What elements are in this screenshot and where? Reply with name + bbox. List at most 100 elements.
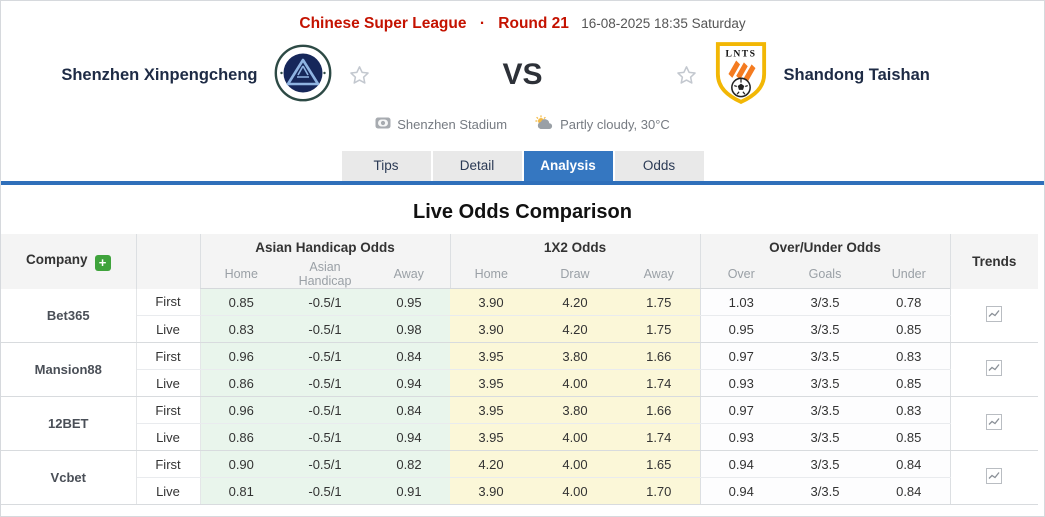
ah-odds-value: 0.81 <box>200 477 282 505</box>
x12-odds-value: 1.66 <box>618 342 700 370</box>
ou-odds-value: 3/3.5 <box>782 315 868 343</box>
trend-chart-button[interactable] <box>949 450 1038 505</box>
ou-odds-value: 0.94 <box>699 450 782 478</box>
ah-odds-value: 0.94 <box>368 423 450 451</box>
ou-over-header: Over <box>699 260 782 289</box>
home-team-name[interactable]: Shenzhen Xinpengcheng <box>61 65 258 84</box>
venue-name: Shenzhen Stadium <box>397 116 508 132</box>
over-under-group-header: Over/Under Odds <box>699 234 950 260</box>
away-favorite-star-icon[interactable] <box>675 64 698 87</box>
table-row: Mansion88 First 0.96 -0.5/1 0.84 3.95 3.80 1.66… <box>1 342 1038 397</box>
company-name: Vcbet <box>1 450 137 505</box>
home-team-block: Shenzhen Xinpengcheng <box>1 44 463 107</box>
line-type-label: First <box>136 342 201 370</box>
tab-odds[interactable]: Odds <box>614 151 704 181</box>
tab-detail[interactable]: Detail <box>432 151 522 181</box>
league-name[interactable]: Chinese Super League <box>299 15 467 32</box>
ou-odds-value: 3/3.5 <box>782 288 868 316</box>
x12-odds-value: 1.75 <box>618 315 700 343</box>
away-team-logo: LNTS <box>714 41 768 109</box>
stadium-icon <box>375 117 391 132</box>
x12-odds-value: 3.95 <box>450 423 532 451</box>
trend-chart-button[interactable] <box>949 342 1038 397</box>
table-row: Live 0.86 -0.5/1 0.94 3.95 4.00 1.74 0.93 3/3.5 0… <box>1 369 1038 397</box>
x12-odds-value: 4.20 <box>532 288 618 316</box>
ah-odds-value: 0.91 <box>368 477 450 505</box>
line-type-label: Live <box>136 369 201 397</box>
away-team-name[interactable]: Shandong Taishan <box>783 65 930 84</box>
match-datetime: 16-08-2025 18:35 Saturday <box>581 16 746 31</box>
live-odds-table: Company + Asian Handicap Odds 1X2 Odds Ov… <box>1 234 1038 505</box>
table-row: Bet365 First 0.85 -0.5/1 0.95 3.90 4.20 1.75 1.0… <box>1 288 1038 343</box>
ou-odds-value: 3/3.5 <box>782 342 868 370</box>
ah-odds-value: 0.95 <box>368 288 450 316</box>
ah-away-header: Away <box>368 260 450 289</box>
ah-odds-value: 0.94 <box>368 369 450 397</box>
ou-odds-value: 3/3.5 <box>782 423 868 451</box>
x12-odds-value: 4.20 <box>532 315 618 343</box>
ah-odds-value: 0.84 <box>368 342 450 370</box>
add-company-button[interactable]: + <box>94 254 111 271</box>
odds-table-body: Bet365 First 0.85 -0.5/1 0.95 3.90 4.20 1.75 1.0… <box>1 288 1038 505</box>
x12-odds-value: 4.00 <box>532 423 618 451</box>
x12-odds-value: 3.95 <box>450 369 532 397</box>
x12-odds-value: 3.80 <box>532 342 618 370</box>
ah-odds-value: -0.5/1 <box>282 450 368 478</box>
tab-analysis[interactable]: Analysis <box>523 151 613 181</box>
x12-odds-value: 3.95 <box>450 342 532 370</box>
x12-odds-value: 1.65 <box>618 450 700 478</box>
trends-column-header: Trends <box>949 234 1038 289</box>
ou-odds-value: 0.85 <box>868 315 950 343</box>
1x2-group-header: 1X2 Odds <box>449 234 700 260</box>
ou-odds-value: 0.84 <box>868 477 950 505</box>
x12-odds-value: 3.90 <box>450 288 532 316</box>
away-team-block: LNTS Shandong Taishan <box>583 41 1045 109</box>
odds-table-header: Company + Asian Handicap Odds 1X2 Odds Ov… <box>1 234 1038 289</box>
ah-odds-value: -0.5/1 <box>282 342 368 370</box>
1x2-draw-header: Draw <box>532 260 618 289</box>
1x2-away-header: Away <box>618 260 700 289</box>
ah-odds-value: 0.83 <box>200 315 282 343</box>
tab-tips[interactable]: Tips <box>341 151 431 181</box>
x12-odds-value: 4.00 <box>532 450 618 478</box>
x12-odds-value: 1.74 <box>618 369 700 397</box>
ou-odds-value: 0.85 <box>868 423 950 451</box>
ah-odds-value: 0.85 <box>200 288 282 316</box>
ou-odds-value: 1.03 <box>699 288 782 316</box>
ah-odds-value: 0.82 <box>368 450 450 478</box>
ou-odds-value: 0.97 <box>699 342 782 370</box>
ah-odds-value: 0.86 <box>200 369 282 397</box>
x12-odds-value: 4.20 <box>450 450 532 478</box>
company-name: 12BET <box>1 396 137 451</box>
trend-chart-icon <box>986 360 1003 379</box>
svg-text:LNTS: LNTS <box>725 48 756 59</box>
ah-odds-value: 0.98 <box>368 315 450 343</box>
ou-odds-value: 0.93 <box>699 423 782 451</box>
home-favorite-star-icon[interactable] <box>348 64 371 87</box>
ou-odds-value: 3/3.5 <box>782 369 868 397</box>
match-meta-line: Chinese Super League · Round 21 16-08-20… <box>1 1 1044 33</box>
ah-odds-value: -0.5/1 <box>282 288 368 316</box>
company-header-label: Company <box>25 252 88 267</box>
table-row: Vcbet First 0.90 -0.5/1 0.82 4.20 4.00 1.65 0.94… <box>1 450 1038 505</box>
ou-odds-value: 0.93 <box>699 369 782 397</box>
1x2-home-header: Home <box>449 260 532 289</box>
weather-text: Partly cloudy, 30°C <box>560 116 670 132</box>
x12-odds-value: 3.80 <box>532 396 618 424</box>
weather-item: Partly cloudy, 30°C <box>535 115 670 133</box>
ah-odds-value: 0.86 <box>200 423 282 451</box>
x12-odds-value: 4.00 <box>532 477 618 505</box>
teams-row: Shenzhen Xinpengcheng VS <box>1 41 1044 109</box>
company-name: Mansion88 <box>1 342 137 397</box>
ah-odds-value: -0.5/1 <box>282 477 368 505</box>
trend-chart-button[interactable] <box>949 288 1038 343</box>
line-type-label: First <box>136 450 201 478</box>
ou-odds-value: 0.78 <box>868 288 950 316</box>
table-row: Live 0.86 -0.5/1 0.94 3.95 4.00 1.74 0.93 3/3.5 0… <box>1 423 1038 451</box>
ou-under-header: Under <box>868 260 950 289</box>
section-title: Live Odds Comparison <box>413 201 632 223</box>
trend-chart-button[interactable] <box>949 396 1038 451</box>
trend-chart-icon <box>986 468 1003 487</box>
ah-home-header: Home <box>199 260 282 289</box>
ou-odds-value: 3/3.5 <box>782 477 868 505</box>
